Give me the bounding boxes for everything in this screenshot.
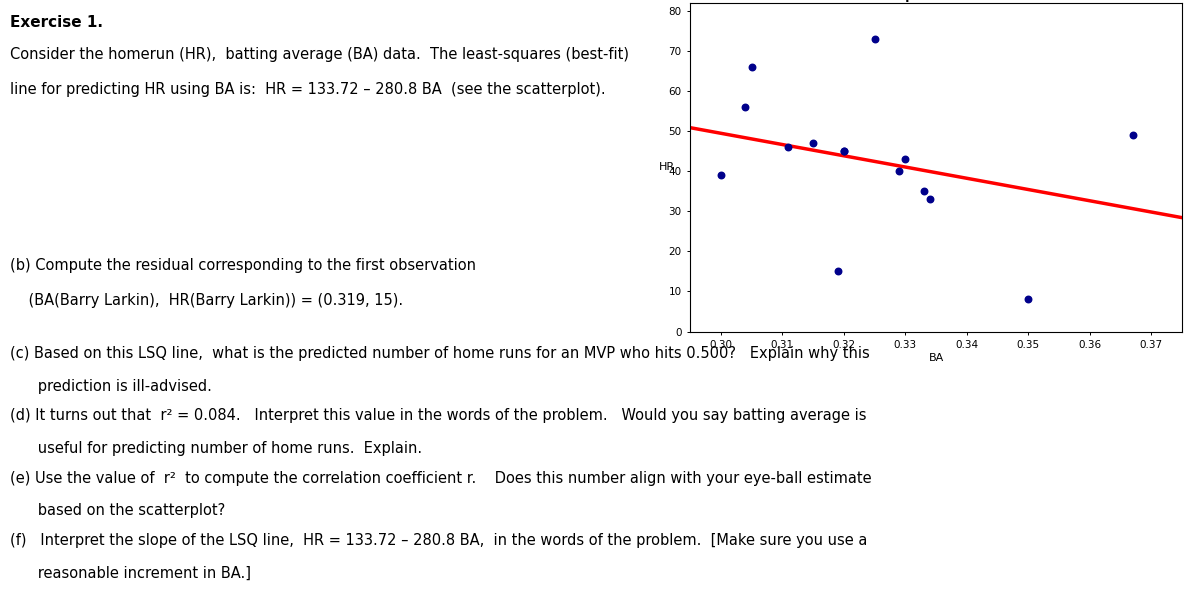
Point [914, 186, 934, 196]
Point [895, 155, 914, 164]
Text: based on the scatterplot?: based on the scatterplot? [10, 503, 224, 518]
Point [1123, 130, 1142, 140]
X-axis label: BA: BA [929, 353, 943, 363]
Text: prediction is ill-advised.: prediction is ill-advised. [10, 379, 211, 394]
Text: (b) Compute the residual corresponding to the first observation: (b) Compute the residual corresponding t… [10, 258, 475, 272]
Point [834, 146, 853, 156]
Point [834, 146, 853, 156]
Point [1019, 295, 1038, 304]
Point [779, 143, 798, 152]
Point [828, 266, 847, 276]
Text: (BA(Barry Larkin),  HR(Barry Larkin)) = (0.319, 15).: (BA(Barry Larkin), HR(Barry Larkin)) = (… [10, 293, 403, 308]
Point [742, 62, 761, 72]
Text: Exercise 1.: Exercise 1. [10, 15, 103, 30]
Text: reasonable increment in BA.]: reasonable increment in BA.] [10, 565, 251, 580]
Text: line for predicting HR using BA is:  HR = 133.72 – 280.8 BA  (see the scatterplo: line for predicting HR using BA is: HR =… [10, 82, 605, 96]
Point [920, 195, 940, 204]
Y-axis label: HR: HR [659, 162, 676, 172]
Text: (e) Use the value of  r²  to compute the correlation coefficient r.    Does this: (e) Use the value of r² to compute the c… [10, 471, 871, 485]
Point [804, 139, 823, 148]
Text: useful for predicting number of home runs.  Explain.: useful for predicting number of home run… [10, 441, 421, 456]
Text: (c) Based on this LSQ line,  what is the predicted number of home runs for an MV: (c) Based on this LSQ line, what is the … [10, 346, 869, 361]
Title: Scatterplot of HR vs BA: Scatterplot of HR vs BA [853, 0, 1019, 2]
Point [865, 34, 884, 44]
Text: (f)   Interpret the slope of the LSQ line,  HR = 133.72 – 280.8 BA,  in the word: (f) Interpret the slope of the LSQ line,… [10, 533, 866, 548]
Text: (d) It turns out that  r² = 0.084.   Interpret this value in the words of the pr: (d) It turns out that r² = 0.084. Interp… [10, 408, 866, 423]
Text: Consider the homerun (HR),  batting average (BA) data.  The least-squares (best-: Consider the homerun (HR), batting avera… [10, 47, 629, 62]
Point [889, 166, 908, 176]
Point [736, 102, 755, 112]
Point [712, 170, 731, 180]
